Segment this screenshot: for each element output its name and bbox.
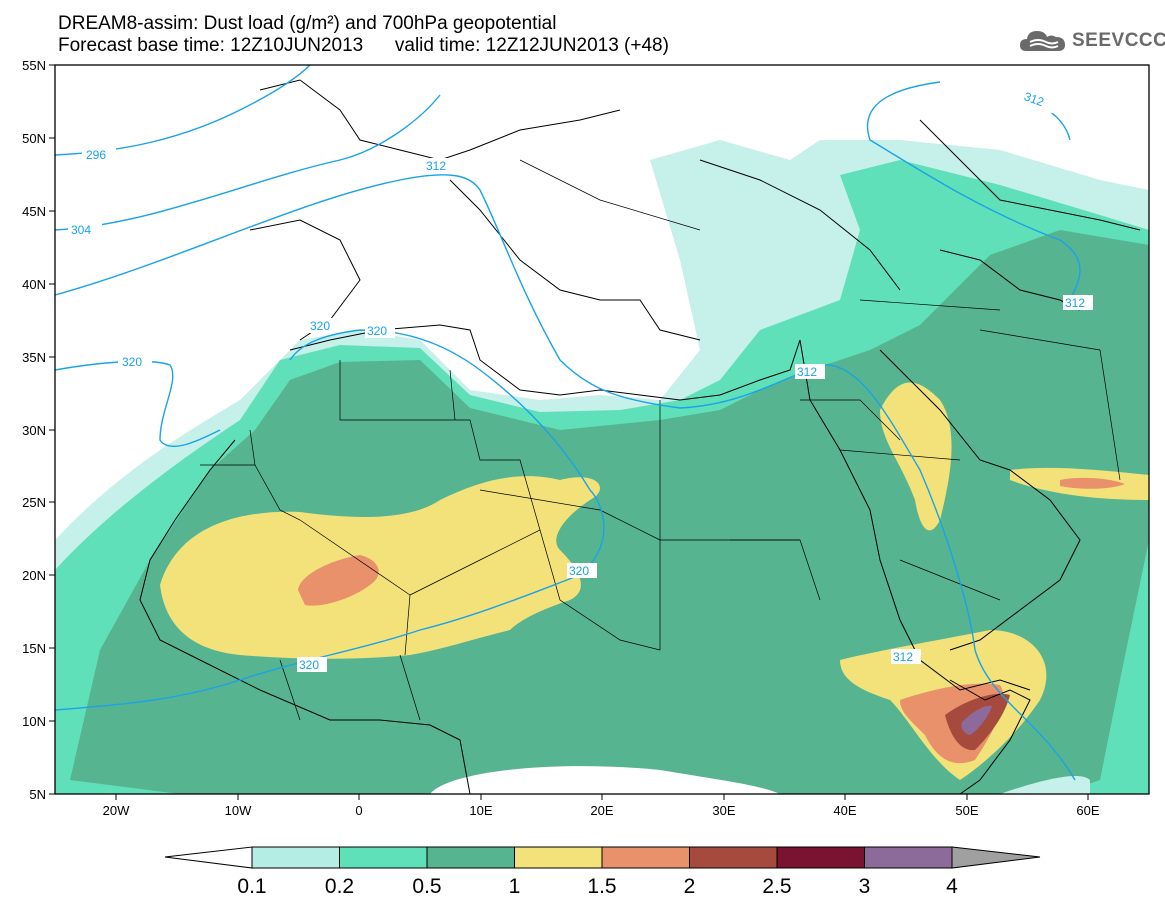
seevccc-logo: SEEVCCC: [1018, 26, 1165, 56]
lon-label: 30E: [712, 803, 735, 818]
colorbar-tick-label: 0.1: [237, 875, 266, 898]
contour-320-africa: [55, 329, 605, 711]
contour-label: 312: [893, 650, 913, 664]
cloud-logo-icon: [1020, 31, 1065, 51]
lon-label: 40E: [833, 803, 856, 818]
contour-label: 304: [71, 223, 91, 237]
colorbar-tick-label: 0.5: [412, 875, 441, 898]
colorbar-cell: [426, 846, 515, 869]
colorbar-cell: [339, 846, 428, 869]
colorbar-tick-label: 3: [859, 875, 871, 898]
colorbar-cells: [251, 846, 953, 869]
lat-label: 50N: [22, 131, 46, 146]
contour-label: 320: [569, 564, 589, 578]
lat-label: 45N: [22, 204, 46, 219]
dust-contour-1.0-sahara: [160, 476, 600, 659]
lon-label: 20W: [103, 803, 130, 818]
lat-label: 5N: [29, 787, 46, 802]
colorbar-tick-label: 0.2: [325, 875, 354, 898]
colorbar-tick-label: 2: [684, 875, 696, 898]
contour-312-east: [866, 81, 1081, 301]
map-title: DREAM8-assim: Dust load (g/m²) and 700hP…: [58, 13, 557, 34]
lat-label: 25N: [22, 495, 46, 510]
lon-label: 50E: [955, 803, 978, 818]
contour-labels: 296 304 312 312 312 312 312 320 320 320 …: [68, 87, 1093, 672]
dust-contour-3.0-horn: [961, 705, 992, 735]
lat-label: 15N: [22, 641, 46, 656]
colorbar-cell: [864, 846, 953, 869]
colorbar-extend-low: [164, 846, 253, 869]
contour-label: 296: [86, 148, 106, 162]
contour-label: 312: [426, 159, 446, 173]
lat-label: 40N: [22, 277, 46, 292]
map-subtitle: Forecast base time: 12Z10JUN2013 valid t…: [58, 35, 669, 56]
colorbar-cell: [601, 846, 690, 869]
geopotential-contours: [55, 65, 1081, 781]
contour-312-west: [55, 174, 1076, 781]
colorbar-tick-label: 4: [946, 875, 958, 898]
lat-label: 30N: [22, 423, 46, 438]
lat-label: 10N: [22, 714, 46, 729]
contour-label: 320: [310, 319, 330, 333]
contour-label: 312: [797, 365, 817, 379]
contour-label: 312: [1065, 296, 1085, 310]
dust-contour-1.5-sahara: [298, 555, 379, 606]
lon-label: 0: [355, 803, 362, 818]
colorbar-cell: [689, 846, 778, 869]
colorbar-tick-label: 1: [509, 875, 521, 898]
lon-label: 10W: [225, 803, 252, 818]
clear-area-east: [1000, 775, 1090, 794]
colorbar-tick-label: 1.5: [587, 875, 616, 898]
contour-label: 320: [122, 355, 142, 369]
contour-304: [55, 94, 441, 231]
lon-axis: 20W 10W 0 10E 20E 30E 40E 50E 60E: [103, 794, 1100, 818]
lon-label: 20E: [590, 803, 613, 818]
logo-text: SEEVCCC: [1072, 30, 1165, 51]
contour-label: 320: [299, 658, 319, 672]
lat-label: 55N: [22, 58, 46, 73]
dust-contour-1.5-gulf: [1060, 477, 1125, 489]
borders: [200, 159, 1121, 721]
contour-label: 312: [1022, 89, 1046, 109]
lon-label: 60E: [1076, 803, 1099, 818]
lat-axis: 55N 50N 45N 40N 35N 30N 25N 20N 15N 10N …: [22, 58, 55, 802]
colorbar-tick-label: 2.5: [762, 875, 791, 898]
colorbar-tick-labels: 0.1 0.2 0.5 1 1.5 2 2.5 3 4: [237, 875, 958, 898]
colorbar: [164, 846, 1041, 869]
colorbar-cell: [776, 846, 865, 869]
colorbar-extend-high: [951, 846, 1041, 869]
lon-label: 10E: [469, 803, 492, 818]
contour-label: 320: [367, 324, 387, 338]
lat-label: 20N: [22, 568, 46, 583]
colorbar-cell: [251, 846, 340, 869]
clear-area-south: [430, 766, 780, 794]
lat-label: 35N: [22, 350, 46, 365]
colorbar-cell: [514, 846, 603, 869]
contour-320-west: [55, 360, 221, 447]
